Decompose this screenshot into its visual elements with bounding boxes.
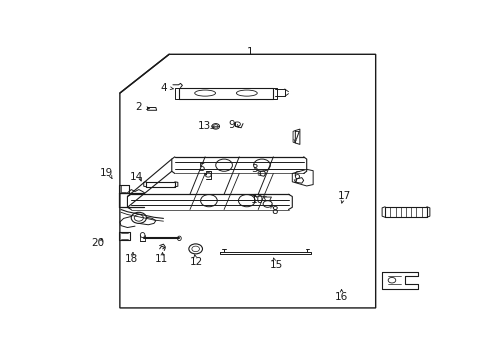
Text: 13: 13 [197, 121, 210, 131]
Text: 6: 6 [292, 171, 299, 181]
Text: 3: 3 [250, 164, 257, 174]
Text: 16: 16 [334, 292, 347, 302]
Text: 19: 19 [100, 168, 113, 179]
Text: 10: 10 [250, 195, 264, 205]
Text: 8: 8 [270, 206, 277, 216]
Text: 4: 4 [160, 82, 166, 93]
Text: 9: 9 [228, 120, 235, 130]
Text: 11: 11 [155, 255, 168, 264]
Text: 7: 7 [292, 131, 299, 141]
Text: 17: 17 [337, 191, 350, 201]
Text: 12: 12 [190, 257, 203, 267]
Text: 1: 1 [247, 47, 253, 57]
Text: 14: 14 [130, 172, 143, 182]
Text: 20: 20 [92, 238, 104, 248]
Text: 5: 5 [198, 163, 204, 173]
Text: 18: 18 [124, 254, 138, 264]
Text: 2: 2 [135, 102, 142, 112]
Text: 15: 15 [269, 260, 283, 270]
